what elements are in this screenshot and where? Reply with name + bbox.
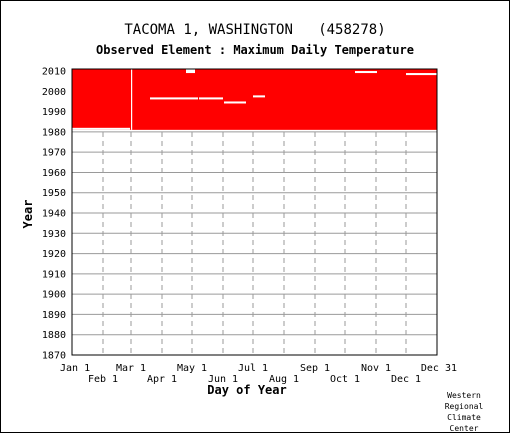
y-tick-label: 1900: [42, 290, 66, 301]
chart-title: TACOMA 1, WASHINGTON (458278): [124, 22, 386, 38]
x-tick-label: Dec 1: [391, 374, 421, 385]
data-gap: [131, 69, 133, 130]
data-gap: [224, 101, 246, 104]
y-tick-label: 1970: [42, 148, 66, 159]
credit-line: Center: [449, 424, 479, 433]
credit-text: Western Regional Climate Center: [434, 390, 494, 434]
x-tick-label: Jul 1: [238, 363, 268, 374]
x-tick-label: Mar 1: [116, 363, 146, 374]
x-tick-label: Oct 1: [330, 374, 360, 385]
y-axis-ticks: 1870 1880 1890 1900 1910 1920 1930 1940 1950 1960…: [42, 67, 66, 362]
y-tick-label: 1880: [42, 330, 66, 341]
chart-subtitle: Observed Element : Maximum Daily Tempera…: [96, 43, 414, 57]
data-gap: [355, 71, 377, 74]
y-tick-label: 1930: [42, 229, 66, 240]
credit-line: Climate: [447, 413, 481, 422]
x-tick-label: Feb 1: [88, 374, 118, 385]
y-axis-label: Year: [21, 200, 35, 229]
y-tick-label: 1950: [42, 188, 66, 199]
data-coverage-block: [72, 69, 437, 130]
credit-line: Western: [447, 391, 481, 400]
data-gap: [199, 97, 223, 100]
y-tick-label: 1910: [42, 269, 66, 280]
y-tick-label: 1940: [42, 209, 66, 220]
y-tick-label: 2000: [42, 87, 66, 98]
data-gap: [253, 95, 265, 98]
x-tick-label: Jan 1: [60, 363, 90, 374]
y-tick-label: 1960: [42, 168, 66, 179]
x-tick-label: Apr 1: [147, 374, 177, 385]
credit-line: Regional: [444, 402, 484, 411]
plot-border: [71, 68, 438, 356]
y-tick-label: 1980: [42, 127, 66, 138]
data-gap: [150, 97, 198, 100]
y-tick-label: 1870: [42, 351, 66, 362]
data-gap: [186, 69, 195, 74]
y-tick-label: 2010: [42, 67, 66, 78]
x-tick-label: May 1: [177, 363, 207, 374]
data-gap: [72, 127, 130, 130]
x-tick-label: Aug 1: [269, 374, 299, 385]
data-coverage: [71, 68, 438, 356]
x-tick-label: Sep 1: [300, 363, 330, 374]
y-tick-label: 1890: [42, 310, 66, 321]
x-axis-label: Day of Year: [207, 383, 286, 397]
y-tick-label: 1920: [42, 249, 66, 260]
y-tick-label: 1990: [42, 107, 66, 118]
x-tick-label: Dec 31: [421, 363, 457, 374]
x-tick-label: Nov 1: [361, 363, 391, 374]
data-gap: [406, 73, 437, 76]
x-tick-label: Jun 1: [208, 374, 238, 385]
